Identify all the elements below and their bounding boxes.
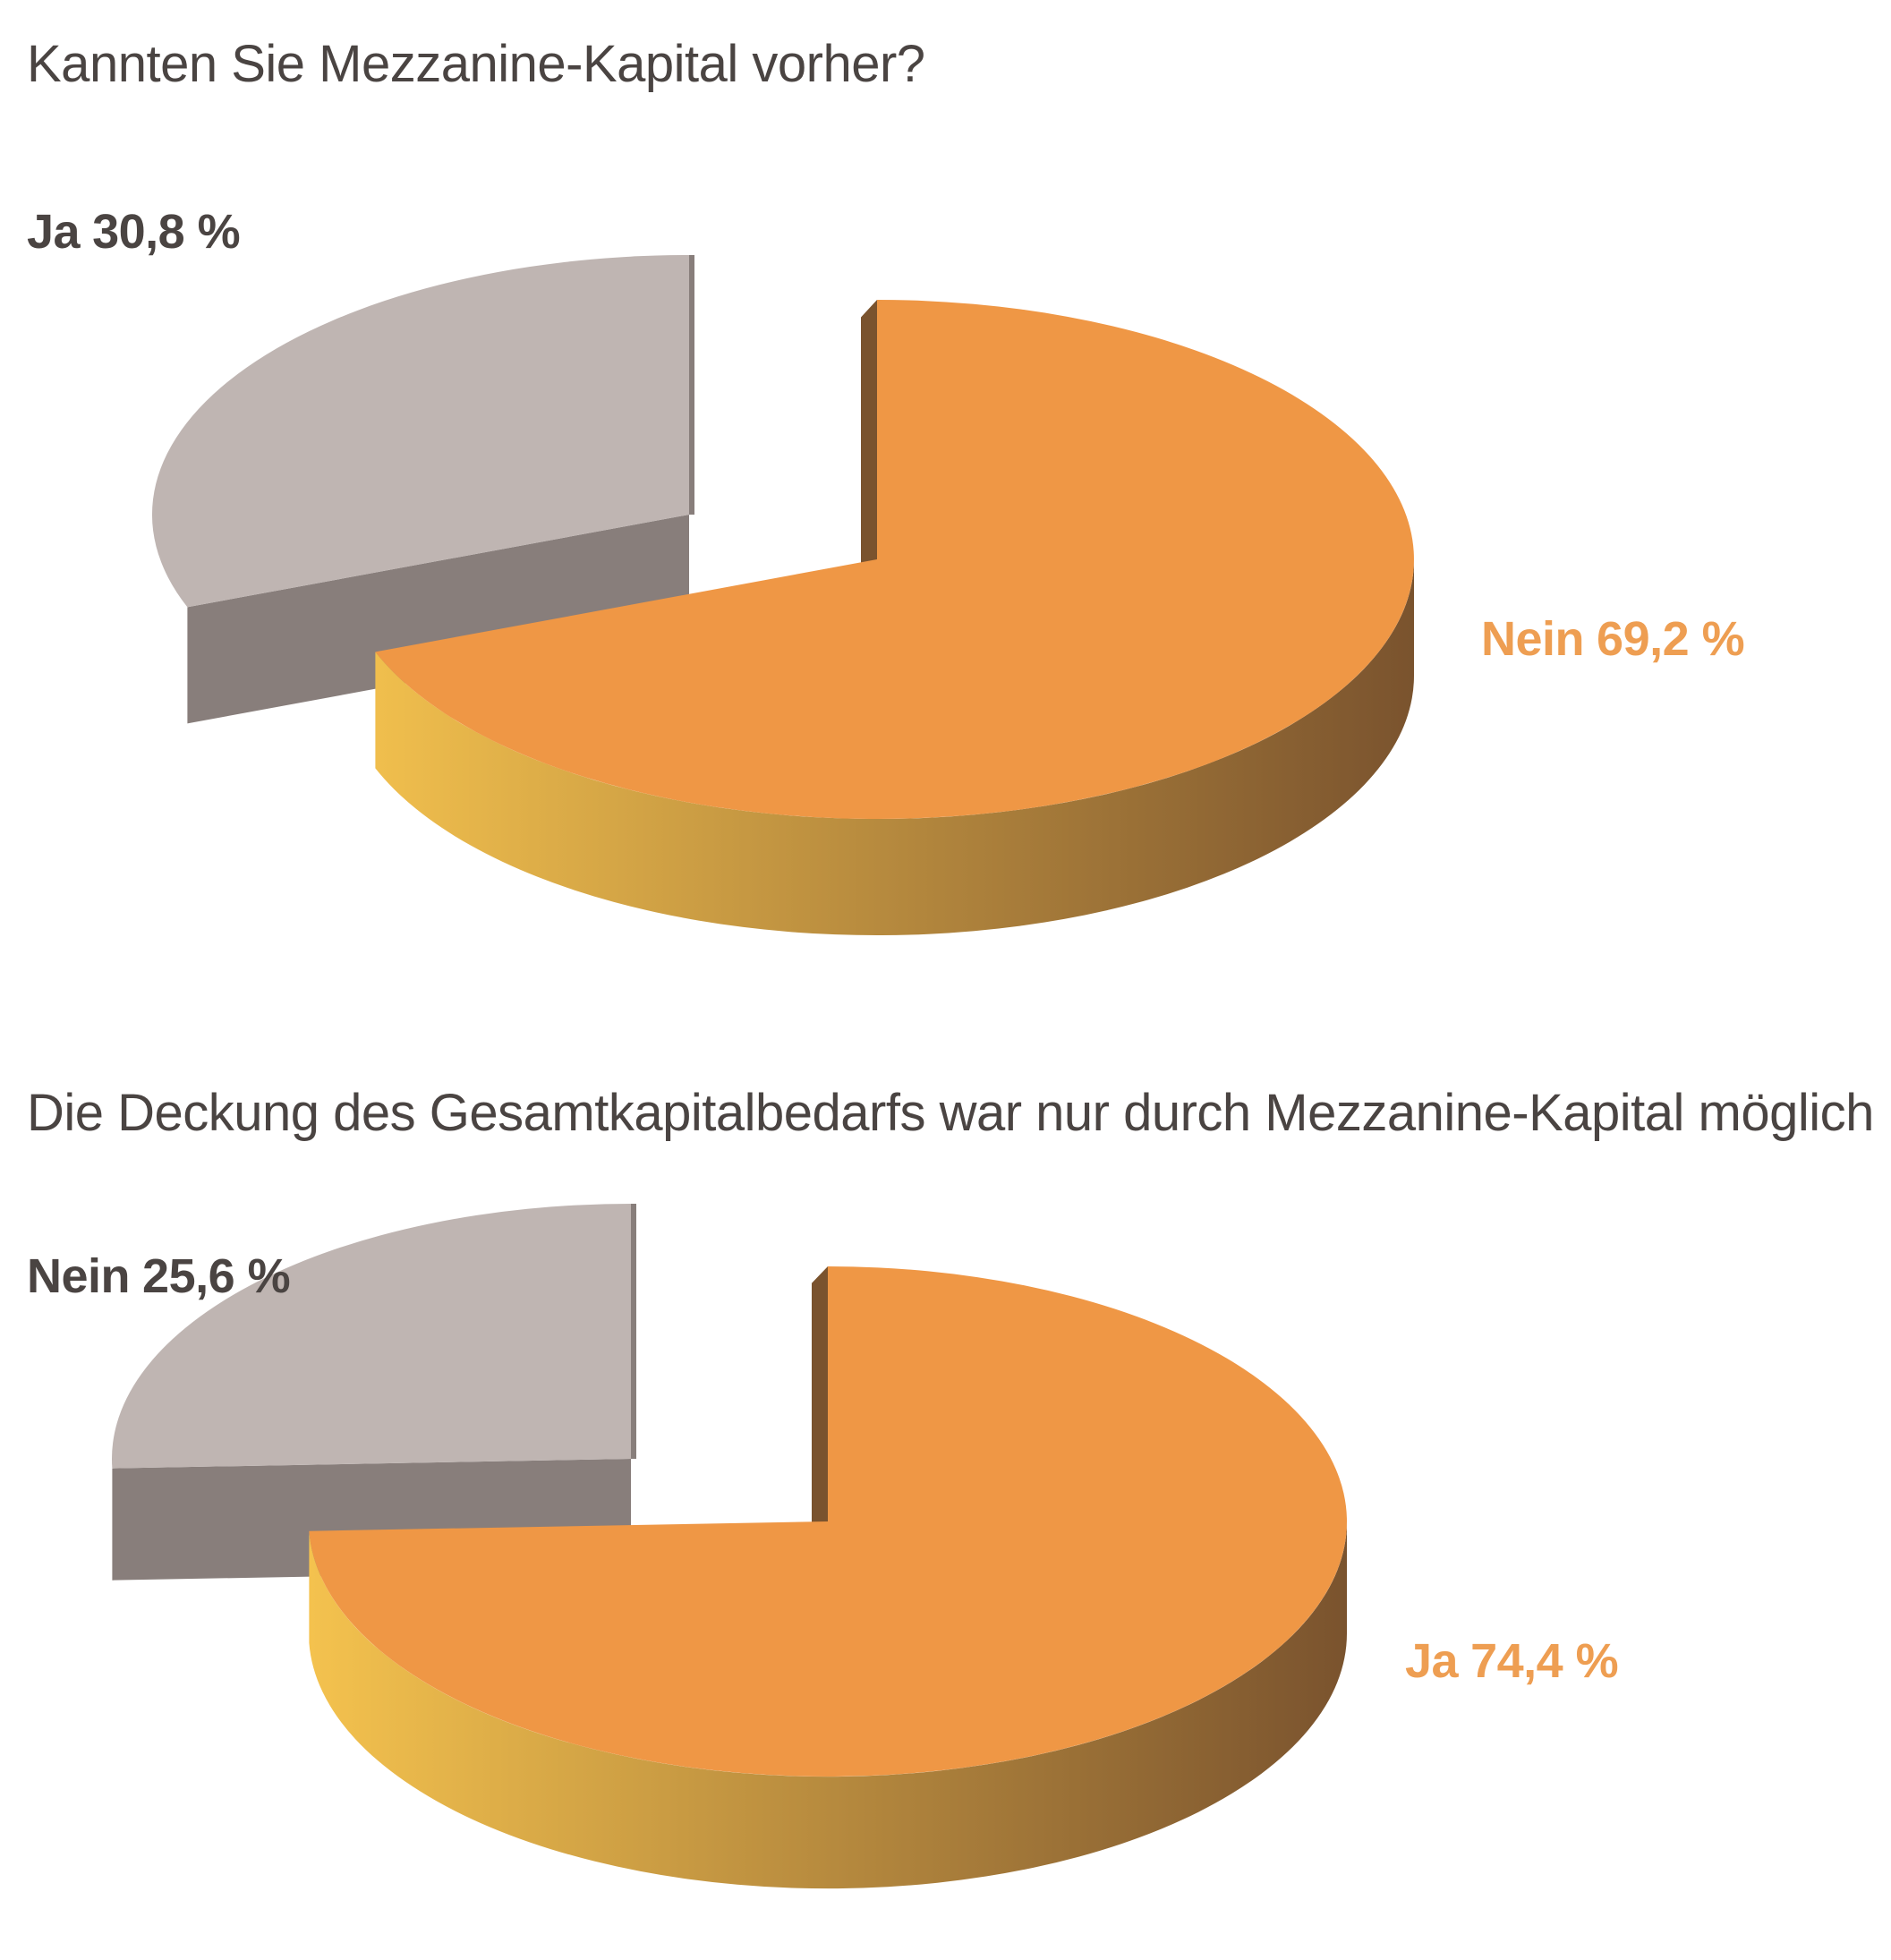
chart-1: Kannten Sie Mezzanine-Kapital vorher? Ja…	[0, 0, 1891, 976]
chart-1-label-minor-value: 30,8 %	[92, 205, 241, 259]
chart-1-pie	[151, 254, 1414, 936]
chart-2-pie	[111, 1204, 1347, 1889]
chart-1-label-major-value: 69,2 %	[1597, 612, 1745, 666]
chart-2-minor-slice	[111, 1204, 631, 1469]
chart-1-major-slice	[375, 300, 1414, 820]
chart-2-label-major-value: 74,4 %	[1470, 1634, 1619, 1688]
chart-2-label-major: Ja 74,4 %	[1405, 1633, 1619, 1689]
chart-2-label-minor-category: Nein	[27, 1249, 131, 1303]
chart-2: Die Deckung des Gesamtkapitalbedarfs war…	[0, 1047, 1891, 1960]
chart-1-label-major-category: Nein	[1481, 612, 1585, 666]
chart-1-label-major: Nein 69,2 %	[1481, 611, 1745, 667]
chart-2-major-slice-cut	[812, 1266, 828, 1538]
chart-2-label-minor: Nein 25,6 %	[27, 1248, 291, 1304]
chart-2-label-major-category: Ja	[1405, 1634, 1459, 1688]
chart-1-minor-slice-edge	[689, 255, 694, 515]
chart-2-label-minor-value: 25,6 %	[142, 1249, 291, 1303]
chart-1-minor-slice	[151, 254, 689, 608]
chart-1-major-slice-side	[375, 559, 1414, 936]
chart-2-title: Die Deckung des Gesamtkapitalbedarfs war…	[27, 1084, 1874, 1142]
chart-2-minor-slice-edge	[631, 1204, 636, 1459]
chart-2-major-slice-side	[309, 1521, 1347, 1889]
chart-1-label-minor-category: Ja	[27, 205, 81, 259]
chart-2-major-slice	[309, 1266, 1347, 1777]
chart-1-minor-slice-side	[187, 515, 689, 724]
chart-1-label-minor: Ja 30,8 %	[27, 204, 241, 260]
chart-1-major-slice-cut	[861, 300, 877, 577]
chart-1-title: Kannten Sie Mezzanine-Kapital vorher?	[27, 35, 925, 93]
